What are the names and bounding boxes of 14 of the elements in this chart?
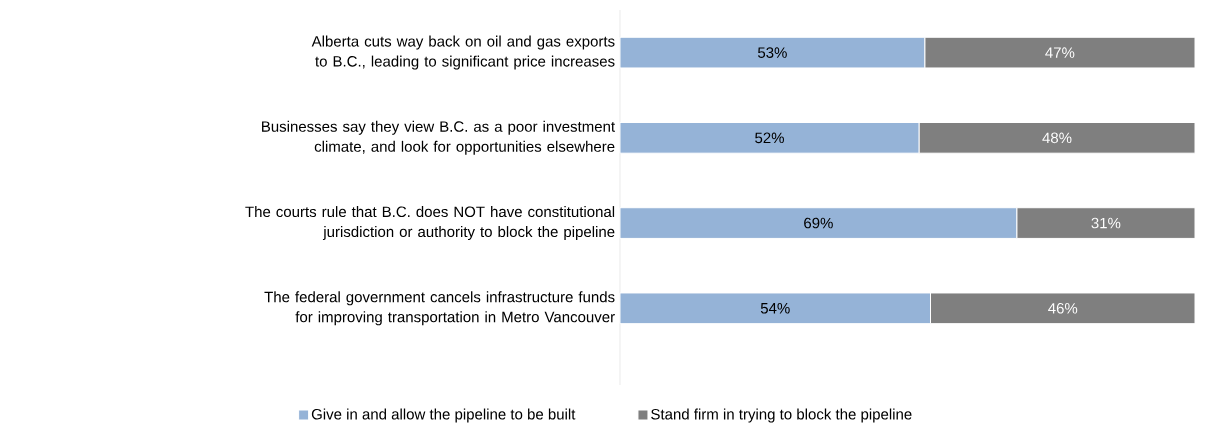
data-label: 53% — [757, 47, 787, 58]
y-tick-label: The federal government cancels infrastructure funds for improving transportation in Metro Vancouver — [264, 291, 615, 326]
y-tick-label: Alberta cuts way back on oil and gas exports to B.C., leading to significant price increases — [311, 35, 615, 70]
data-label: 69% — [804, 217, 833, 229]
data-label: 54% — [760, 303, 790, 314]
legend-label: Stand firm in trying to block the pipeline — [651, 408, 912, 423]
data-label: 48% — [1042, 132, 1072, 144]
data-label: 52% — [755, 132, 784, 144]
data-label: 46% — [1048, 302, 1078, 314]
y-tick-label: The courts rule that B.C. does NOT have constitutional jurisdiction or authority to block the pipeline — [245, 206, 615, 241]
data-label: 47% — [1045, 47, 1075, 58]
data-label: 31% — [1091, 217, 1121, 229]
legend-label: Give in and allow the pipeline to be built — [311, 408, 576, 423]
y-tick-label: Businesses say they view B.C. as a poor investment climate, and look for opportunities elsewhere — [262, 120, 615, 155]
